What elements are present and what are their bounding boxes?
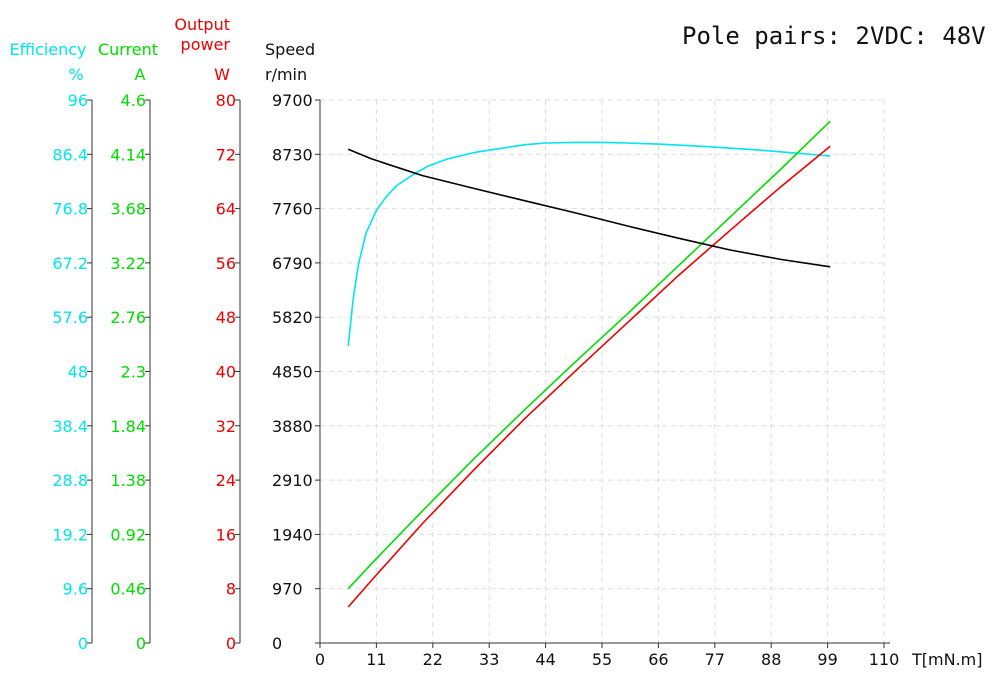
power-tick-label: 80 bbox=[216, 91, 236, 110]
current-tick-label: 0 bbox=[136, 634, 146, 653]
power-tick-label: 64 bbox=[216, 200, 236, 219]
efficiency-tick-label: 28.8 bbox=[52, 471, 88, 490]
power-axis-unit: W bbox=[214, 65, 230, 84]
x-tick-label: 66 bbox=[648, 650, 668, 669]
x-tick-label: 55 bbox=[592, 650, 612, 669]
efficiency-axis-title: Efficiency bbox=[9, 40, 86, 59]
power-tick-label: 56 bbox=[216, 254, 236, 273]
speed-tick-label: 9700 bbox=[272, 91, 313, 110]
efficiency-axis-unit: % bbox=[68, 65, 83, 84]
current-tick-label: 1.38 bbox=[110, 471, 146, 490]
speed-axis-title: Speed bbox=[265, 40, 315, 59]
speed-tick-label: 970 bbox=[272, 580, 303, 599]
x-tick-label: 110 bbox=[869, 650, 900, 669]
current-tick-label: 4.14 bbox=[110, 145, 146, 164]
speed-tick-label: 6790 bbox=[272, 254, 313, 273]
series-lines bbox=[347, 120, 831, 608]
power-tick-label: 40 bbox=[216, 363, 236, 382]
x-tick-label: 77 bbox=[705, 650, 725, 669]
x-tick-label: 0 bbox=[315, 650, 325, 669]
power-tick-label: 24 bbox=[216, 471, 236, 490]
current-tick-label: 0.92 bbox=[110, 525, 146, 544]
speed-axis-unit: r/min bbox=[265, 65, 307, 84]
efficiency-tick-label: 38.4 bbox=[52, 417, 88, 436]
current-axis-unit: A bbox=[135, 65, 146, 84]
power-tick-label: 48 bbox=[216, 308, 236, 327]
grid bbox=[320, 99, 885, 643]
x-tick-label: 44 bbox=[535, 650, 555, 669]
speed-tick-label: 1940 bbox=[272, 525, 313, 544]
pole-pairs-label: Pole pairs: 2 bbox=[682, 22, 870, 50]
efficiency-curve bbox=[347, 141, 831, 347]
speed-tick-label: 0 bbox=[272, 634, 282, 653]
efficiency-tick-label: 76.8 bbox=[52, 200, 88, 219]
speed-tick-label: 2910 bbox=[272, 471, 313, 490]
speed-tick-label: 5820 bbox=[272, 308, 313, 327]
power-curve bbox=[347, 145, 831, 608]
speed-tick-label: 7760 bbox=[272, 200, 313, 219]
current-tick-label: 1.84 bbox=[110, 417, 146, 436]
efficiency-tick-label: 96 bbox=[68, 91, 88, 110]
x-axis-label: T[mN.m] bbox=[911, 650, 982, 669]
current-axis-title: Current bbox=[98, 40, 158, 59]
power-tick-label: 72 bbox=[216, 145, 236, 164]
efficiency-tick-label: 19.2 bbox=[52, 525, 88, 544]
efficiency-tick-label: 67.2 bbox=[52, 254, 88, 273]
efficiency-tick-label: 9.6 bbox=[63, 580, 88, 599]
speed-curve bbox=[347, 148, 831, 268]
power-axis-title: Output bbox=[174, 15, 230, 34]
power-tick-label: 16 bbox=[216, 525, 236, 544]
power-tick-label: 8 bbox=[226, 580, 236, 599]
current-tick-label: 2.3 bbox=[121, 363, 146, 382]
x-tick-label: 99 bbox=[817, 650, 837, 669]
power-tick-label: 32 bbox=[216, 417, 236, 436]
x-tick-label: 11 bbox=[366, 650, 386, 669]
speed-tick-label: 4850 bbox=[272, 363, 313, 382]
efficiency-tick-label: 86.4 bbox=[52, 145, 88, 164]
efficiency-tick-label: 0 bbox=[78, 634, 88, 653]
power-axis-title: power bbox=[181, 35, 231, 54]
speed-tick-label: 8730 bbox=[272, 145, 313, 164]
current-tick-label: 3.22 bbox=[110, 254, 146, 273]
current-tick-label: 0.46 bbox=[110, 580, 146, 599]
speed-tick-label: 3880 bbox=[272, 417, 313, 436]
efficiency-tick-label: 48 bbox=[68, 363, 88, 382]
current-tick-label: 4.6 bbox=[121, 91, 146, 110]
current-tick-label: 3.68 bbox=[110, 200, 146, 219]
efficiency-tick-label: 57.6 bbox=[52, 308, 88, 327]
vdc-label: VDC: 48V bbox=[870, 22, 986, 50]
x-tick-label: 22 bbox=[423, 650, 443, 669]
current-curve bbox=[347, 120, 831, 590]
current-tick-label: 2.76 bbox=[110, 308, 146, 327]
power-tick-label: 0 bbox=[226, 634, 236, 653]
x-tick-label: 33 bbox=[479, 650, 499, 669]
axes: 0 11 22 33 44 55 66 77 88 99 110 T[mN.m] 0 9.6 19.2 28.… bbox=[9, 15, 982, 669]
x-tick-label: 88 bbox=[761, 650, 781, 669]
